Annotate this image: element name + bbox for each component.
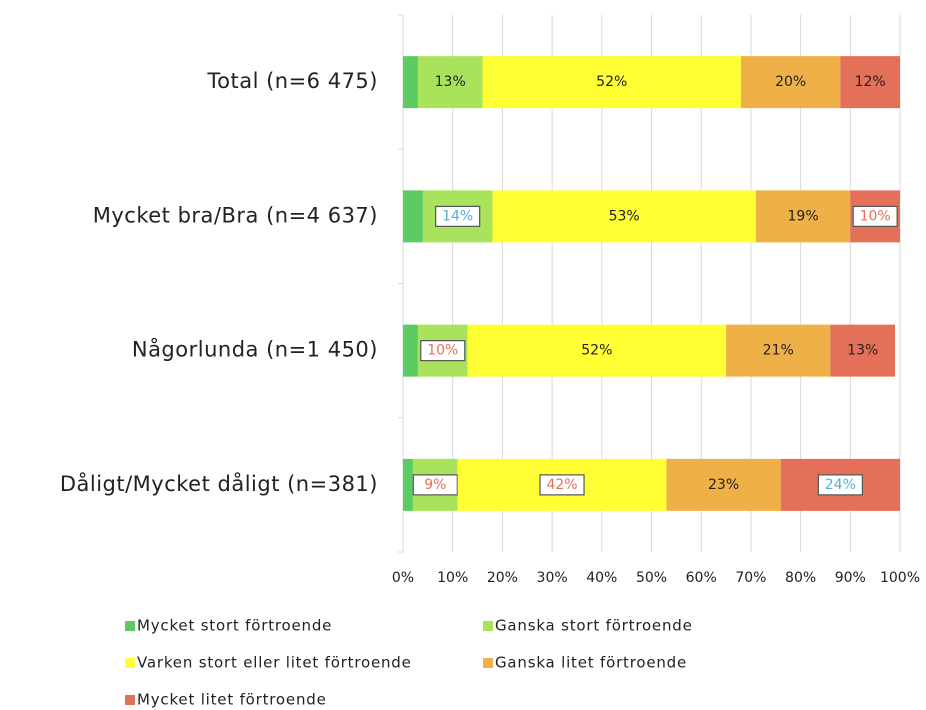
category-label: Total (n=6 475) — [206, 69, 378, 93]
x-tick-label: 60% — [686, 570, 717, 586]
data-label: 42% — [546, 477, 577, 493]
label-box — [412, 474, 458, 496]
bar-segment — [740, 56, 841, 109]
data-label: 23% — [708, 477, 739, 493]
legend-label: Mycket stort förtroende — [137, 617, 332, 635]
data-label: 21% — [763, 343, 794, 359]
data-label: 9% — [424, 477, 446, 493]
data-label: 52% — [596, 74, 627, 90]
bar-segment — [403, 324, 418, 377]
x-tick-label: 100% — [880, 570, 920, 586]
label-box — [817, 474, 863, 496]
x-tick-label: 30% — [537, 570, 568, 586]
legend-label: Ganska stort förtroende — [495, 617, 693, 635]
data-label: 12% — [855, 74, 886, 90]
bar-segment — [830, 324, 896, 377]
data-label: 13% — [847, 343, 878, 359]
x-tick-label: 90% — [835, 570, 866, 586]
legend-label: Mycket litet förtroende — [137, 691, 327, 709]
legend-swatch — [125, 695, 135, 705]
bar-segment — [467, 324, 727, 377]
category-label: Någorlunda (n=1 450) — [132, 337, 378, 362]
bar-segment — [403, 190, 423, 243]
x-tick-label: 50% — [636, 570, 667, 586]
bar-segment — [840, 56, 900, 109]
x-tick-label: 20% — [487, 570, 518, 586]
x-tick-label: 0% — [392, 570, 414, 586]
bar-segment — [403, 56, 418, 109]
bar-segment — [755, 190, 851, 243]
label-box — [539, 474, 585, 496]
legend-swatch — [125, 658, 135, 668]
legend-swatch — [483, 621, 493, 631]
bar-segment — [417, 56, 483, 109]
x-tick-label: 10% — [437, 570, 468, 586]
data-label: 20% — [775, 74, 806, 90]
data-label: 10% — [860, 208, 891, 224]
label-box — [435, 205, 481, 227]
data-label: 10% — [427, 343, 458, 359]
data-label: 53% — [609, 208, 640, 224]
bar-segment — [482, 56, 741, 109]
category-label: Dåligt/Mycket dåligt (n=381) — [60, 471, 378, 496]
data-label: 13% — [435, 74, 466, 90]
data-label: 14% — [442, 208, 473, 224]
data-label: 52% — [581, 343, 612, 359]
legend-swatch — [125, 621, 135, 631]
bar-segment — [403, 458, 413, 511]
label-box — [420, 340, 466, 362]
legend-swatch — [483, 658, 493, 668]
legend-label: Varken stort eller litet förtroende — [137, 654, 412, 672]
legend-label: Ganska litet förtroende — [495, 654, 687, 672]
label-box — [852, 205, 898, 227]
data-label: 24% — [825, 477, 856, 493]
bar-segment — [492, 190, 756, 243]
bar-segment — [726, 324, 831, 377]
x-tick-label: 70% — [735, 570, 766, 586]
bar-segment — [666, 458, 781, 511]
x-tick-label: 40% — [586, 570, 617, 586]
x-tick-label: 80% — [785, 570, 816, 586]
data-label: 19% — [788, 208, 819, 224]
category-label: Mycket bra/Bra (n=4 637) — [93, 203, 378, 227]
